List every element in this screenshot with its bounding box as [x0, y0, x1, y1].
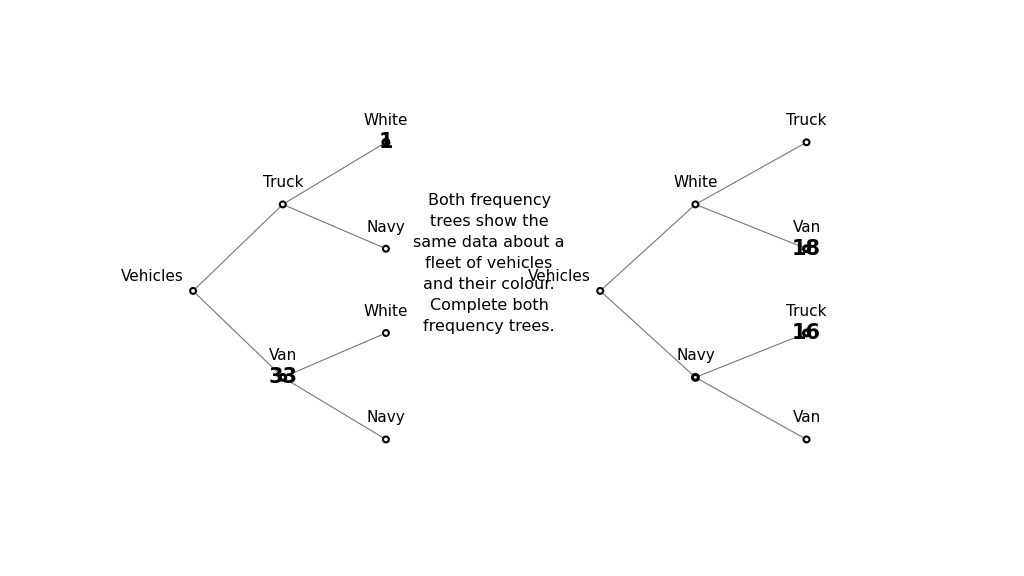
Text: Vehicles: Vehicles [528, 268, 591, 283]
Text: 16: 16 [792, 323, 821, 343]
Text: Van: Van [268, 348, 297, 363]
Text: 33: 33 [268, 367, 297, 388]
Text: Truck: Truck [786, 113, 826, 128]
Text: White: White [364, 304, 409, 319]
Text: Vehicles: Vehicles [121, 268, 183, 283]
Text: 18: 18 [792, 238, 821, 259]
Text: Both frequency
trees show the
same data about a
fleet of vehicles
and their colo: Both frequency trees show the same data … [414, 194, 565, 334]
Text: Truck: Truck [786, 304, 826, 319]
Text: 1: 1 [379, 132, 393, 152]
Text: Van: Van [793, 219, 820, 235]
Text: Truck: Truck [262, 175, 303, 191]
Text: Navy: Navy [367, 219, 406, 235]
Text: Navy: Navy [676, 348, 715, 363]
Text: White: White [364, 113, 409, 128]
Text: Van: Van [793, 411, 820, 426]
Text: Navy: Navy [367, 411, 406, 426]
Text: White: White [673, 175, 718, 191]
